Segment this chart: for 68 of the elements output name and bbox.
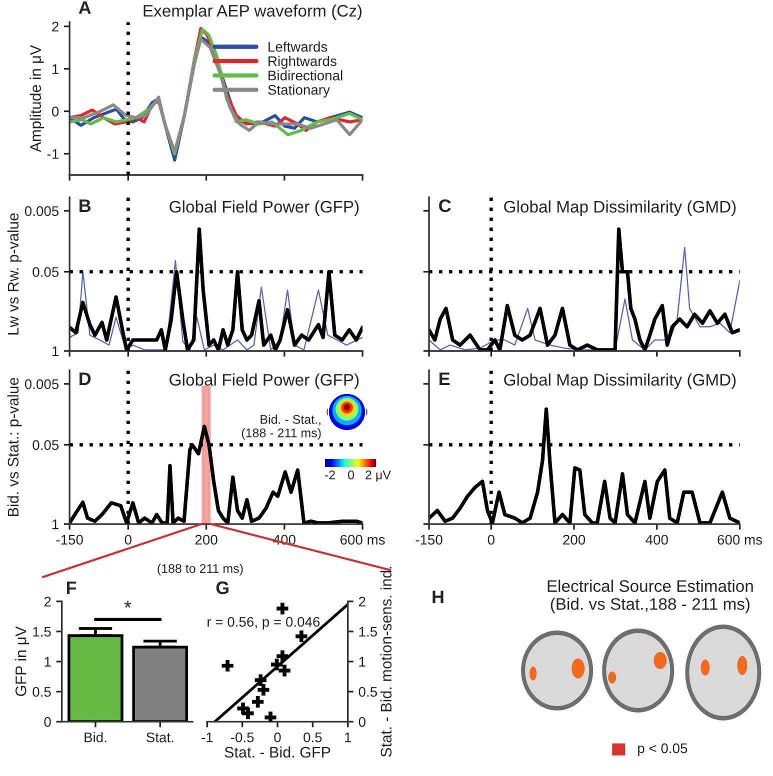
x-tick-label: 600 ms [340,534,385,545]
y-axis-title: GFP in μV [15,626,30,696]
y-tick-label: 1 [359,657,366,667]
y-axis-title: Bid. vs Stat.: p-value [7,378,22,516]
x-tick-label: -150 [56,534,83,545]
y-tick-label: 1 [44,657,51,667]
x-tick-label: -0.5 [230,732,254,742]
x-tick-label: 0 [488,534,494,545]
x-tick-label: -150 [416,534,442,545]
chart-title: Global Map Dissimilarity (GMD) [504,373,736,389]
text: F [66,582,76,594]
annotation: E [440,372,450,386]
y-tick-label: 2 [44,596,51,606]
y-tick-label: 0.05 [32,440,59,450]
y-tick-label: 0.005 [24,379,59,390]
y-tick-label: 2 [52,22,58,32]
x-tick-label: 600 ms [718,534,762,545]
annotation: B [80,200,91,212]
x-tick-label: 0 [274,732,281,742]
text: Electrical Source Estimation (Bid. vs Stat.,188 - 211 ms) [548,580,753,614]
text: A [78,1,91,14]
x-tick-label: 0.5 [304,732,322,742]
chart-title: Global Map Dissimilarity (GMD) [504,200,736,216]
x-tick-label: -1 [202,732,213,742]
text: G [216,581,229,594]
legend-label: Stationary [268,84,330,98]
chart-title: Global Field Power (GFP) [170,200,359,216]
text: (188 to 211 ms) [158,564,243,576]
x-tick-label: 200 [195,534,218,545]
y-axis-title: Lw vs Rw. p-value [7,213,22,334]
y-tick-label: 0.05 [32,267,59,277]
x-tick-label: 1 [345,732,352,742]
y-axis-title: Amplitude in μV [30,44,44,152]
x-tick-label: Stat. [146,732,174,742]
annotation: Bid. - Stat., (188 - 211 ms) [242,414,321,440]
text: p < 0.05 [638,743,688,756]
y-tick-label: 1 [52,346,58,356]
y-tick-label: 1 [52,520,58,530]
y-tick-label: 0.5 [32,686,51,697]
annotation: C [439,199,451,212]
x-tick-label: Bid. [84,732,106,742]
y-tick-label: 1.5 [33,626,51,637]
y-tick-label: 0 [52,106,59,116]
y-tick-label: 0.5 [358,686,377,697]
x-tick-label: 0 [124,534,132,545]
legend-label: Rightwards [268,56,336,69]
y-tick-label: 0 [358,717,366,727]
legend-label: Leftwards [268,42,328,52]
x-tick-label: 200 [563,534,586,545]
annotation: D [80,372,91,386]
annotation: 0 [348,470,354,480]
chart-title: Exemplar AEP waveform (Cz) [144,4,362,20]
x-tick-label: 400 [646,534,668,545]
y-tick-label: 1.5 [359,626,377,637]
legend-label: Bidirectional [268,70,342,80]
y-tick-label: 1 [52,64,58,74]
text: 2 μV [366,470,391,482]
chart-title: Global Field Power (GFP) [170,373,359,389]
y-tick-label: -1 [47,149,58,159]
annotation: -2 [325,470,335,480]
y-tick-label: 0.005 [24,206,59,216]
y-tick-label: 2 [358,596,366,606]
text: H [432,590,444,604]
x-axis-title: Stat. - Bid. GFP [224,746,330,758]
annotation: r = 0.56, p = 0.046 [208,616,320,630]
y-axis-title: Stat. - Bid. motion-sens. ind. [380,566,392,757]
y-tick-label: 0 [44,717,51,727]
annotation: * [124,600,132,608]
